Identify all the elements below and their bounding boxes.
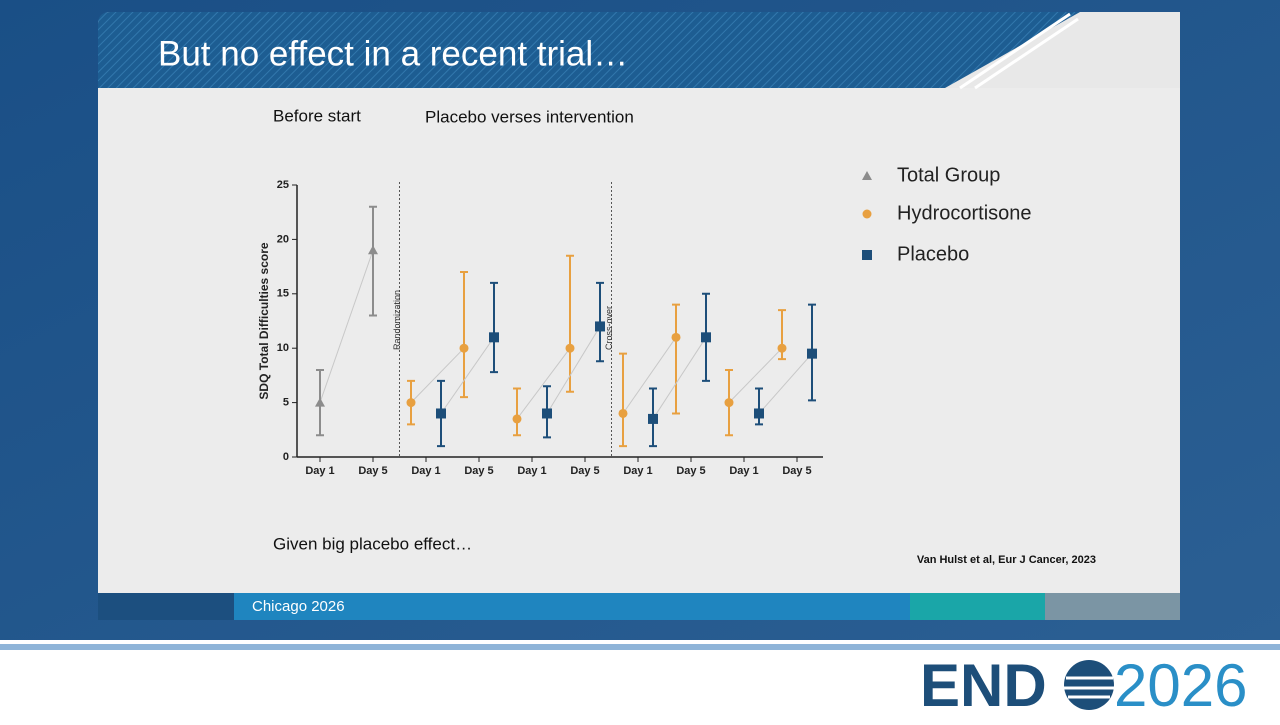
error-bar [566, 254, 574, 393]
x-tick-label: Day 1 [729, 465, 758, 477]
citation: Van Hulst et al, Eur J Cancer, 2023 [917, 554, 1096, 566]
connector [410, 347, 465, 403]
y-tick-label: 5 [283, 397, 289, 409]
footer-seg [234, 593, 910, 620]
data-point [754, 408, 764, 419]
data-point [459, 343, 469, 353]
logo-rule [0, 644, 1280, 650]
legend-label: Placebo [897, 243, 969, 265]
data-point [565, 343, 575, 353]
data-point [671, 332, 681, 342]
error-bar [460, 271, 468, 399]
data-point [436, 408, 446, 419]
connector [758, 353, 813, 414]
data-point [595, 321, 605, 332]
connector [516, 347, 571, 420]
logo-year: 2026 [1114, 652, 1247, 719]
data-point [724, 398, 734, 408]
y-axis-label: SDQ Total Difficulties score [257, 242, 271, 399]
logo-globe [1064, 660, 1114, 710]
x-tick-label: Day 5 [464, 465, 493, 477]
data-point [618, 408, 628, 418]
data-point [542, 408, 552, 419]
error-bar [619, 352, 627, 448]
data-point [648, 413, 658, 424]
divider-label: Cross-over [604, 306, 614, 350]
error-bar [513, 387, 521, 437]
legend-marker [862, 171, 872, 180]
header-accent [959, 12, 1079, 90]
x-tick-label: Day 5 [676, 465, 705, 477]
x-tick-label: Day 1 [305, 465, 334, 477]
footer-seg [1045, 593, 1180, 620]
x-tick-label: Day 1 [411, 465, 440, 477]
legend-label: Total Group [897, 164, 1000, 186]
data-point [701, 332, 711, 343]
y-tick-label: 10 [277, 342, 289, 354]
error-bar [672, 303, 680, 415]
error-bar [369, 205, 377, 317]
y-tick-label: 0 [283, 451, 289, 463]
data-point [807, 348, 817, 359]
label-intervention: Placebo verses intervention [425, 107, 634, 126]
divider-label: Randomization [392, 290, 402, 350]
data-point [512, 414, 522, 424]
footer-seg [98, 593, 234, 620]
footer-seg [910, 593, 1045, 620]
connector [622, 337, 677, 414]
legend-marker [862, 250, 872, 260]
data-point [406, 398, 416, 408]
data-point [777, 343, 787, 353]
x-tick-label: Day 1 [517, 465, 546, 477]
y-tick-label: 20 [277, 233, 289, 245]
slide-title: But no effect in a recent trial… [158, 34, 628, 73]
slide-panel [98, 12, 1180, 620]
x-tick-label: Day 1 [623, 465, 652, 477]
label-before: Before start [273, 106, 361, 125]
data-point [489, 332, 499, 343]
data-point [368, 245, 378, 255]
x-tick-label: Day 5 [782, 465, 811, 477]
header-band [98, 12, 1180, 88]
note: Given big placebo effect… [273, 534, 472, 553]
logo-text: END [920, 652, 1047, 719]
error-bar [490, 281, 498, 374]
y-tick-label: 15 [277, 288, 289, 300]
x-tick-label: Day 5 [570, 465, 599, 477]
legend-label: Hydrocortisone [897, 202, 1032, 224]
connector [440, 337, 495, 414]
legend-marker [862, 209, 872, 219]
x-tick-label: Day 5 [358, 465, 387, 477]
connector [546, 326, 601, 414]
connector [319, 250, 374, 403]
footer-text: Chicago 2026 [252, 598, 345, 615]
data-point [315, 397, 325, 407]
connector [728, 347, 783, 403]
y-tick-label: 25 [277, 179, 289, 191]
connector [652, 337, 707, 420]
